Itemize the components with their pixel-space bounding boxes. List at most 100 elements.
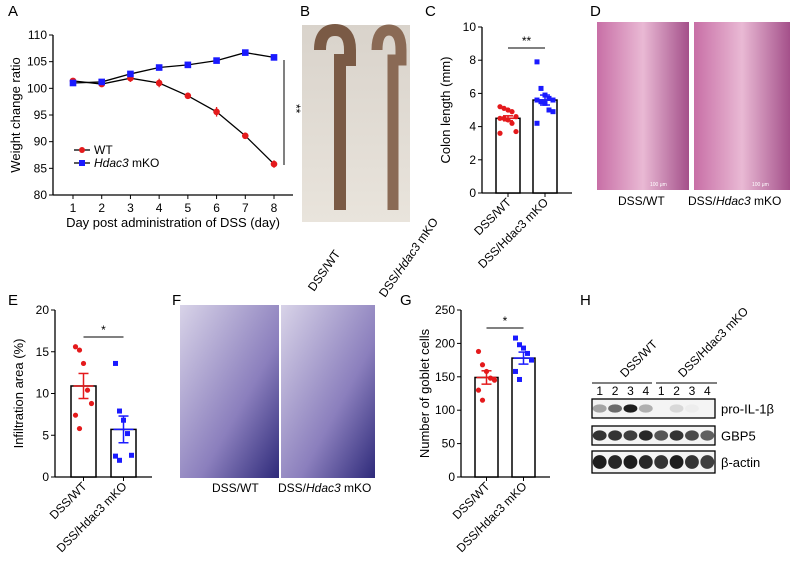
- blot-lane-number: 2: [612, 384, 619, 398]
- g-point-ko: [525, 350, 530, 356]
- c-y-tick-label: 0: [469, 186, 476, 200]
- g-y-tick-label: 250: [435, 303, 455, 317]
- scale-bar-ko: 100 μm: [752, 182, 769, 188]
- e-significance-stars: *: [101, 323, 106, 337]
- blot-lane-number: 2: [673, 384, 680, 398]
- a-x-tick-label: 8: [271, 201, 278, 215]
- a-significance-stars: **: [289, 104, 303, 114]
- blot-lane-number: 3: [689, 384, 696, 398]
- g-x-tick-label: DSS/Hdac3 mKO: [454, 479, 530, 555]
- a-point-wt: [155, 79, 163, 87]
- g-point-wt: [475, 387, 482, 393]
- legend-label: WT: [94, 143, 113, 157]
- blot-band: [638, 455, 653, 469]
- d-label-wt: DSS/WT: [618, 194, 665, 208]
- g-point-ko: [517, 376, 522, 382]
- pas-image-ko: [281, 305, 375, 478]
- blot-band: [654, 430, 669, 441]
- c-significance-stars: **: [522, 34, 532, 48]
- e-point-wt: [88, 400, 95, 407]
- g-y-tick-label: 150: [435, 370, 455, 384]
- blot-band: [669, 404, 684, 413]
- g-significance-stars: *: [503, 314, 508, 328]
- blot-row-label: GBP5: [721, 429, 756, 444]
- c-point-ko: [546, 95, 552, 101]
- blot-band: [592, 404, 607, 413]
- e-point-ko: [113, 453, 118, 459]
- c-y-tick-label: 8: [469, 53, 476, 67]
- c-point-wt: [513, 128, 519, 135]
- panel-label-h: H: [580, 292, 591, 309]
- f-label-ko: DSS/Hdac3 mKO: [278, 481, 371, 495]
- g-y-tick-label: 0: [448, 470, 455, 484]
- c-y-tick-label: 10: [463, 20, 477, 34]
- blot-band: [623, 430, 638, 441]
- blot-band: [623, 404, 638, 413]
- a-x-tick-label: 6: [213, 201, 220, 215]
- panel-label-b: B: [300, 3, 310, 20]
- e-point-wt: [72, 412, 79, 418]
- c-y-tick-label: 2: [469, 153, 476, 167]
- a-point-wt: [213, 108, 220, 116]
- e-point-wt: [76, 347, 83, 353]
- a-point-ko: [241, 49, 249, 56]
- blot-band: [685, 430, 699, 441]
- g-bar: [511, 357, 536, 478]
- blot-band: [654, 455, 669, 469]
- g-point-wt: [479, 397, 486, 403]
- a-point-ko: [184, 61, 192, 69]
- a-y-tick-label: 85: [34, 161, 48, 175]
- blot-lane-number: 1: [658, 384, 665, 398]
- blot-band: [608, 404, 622, 413]
- e-point-ko: [117, 408, 122, 414]
- blot-lane-number: 4: [704, 384, 711, 398]
- a-point-ko: [127, 70, 134, 78]
- panel-label-a: A: [8, 3, 18, 20]
- e-y-tick-label: 15: [36, 345, 50, 359]
- blot-band: [592, 455, 607, 469]
- blot-band: [669, 430, 684, 441]
- a-series-line: [72, 77, 275, 165]
- blot-group-label-ko: DSS/Hdac3 mKO: [675, 304, 751, 380]
- e-point-ko: [113, 360, 118, 366]
- c-point-wt: [497, 104, 503, 110]
- a-point-wt: [241, 132, 249, 140]
- legend-marker-ko: [79, 160, 85, 166]
- a-x-tick-label: 3: [127, 201, 134, 215]
- a-x-tick-label: 4: [156, 201, 163, 215]
- g-y-tick-label: 200: [435, 336, 455, 350]
- c-point-wt: [505, 107, 511, 113]
- e-y-tick-label: 20: [36, 303, 50, 317]
- a-x-tick-label: 2: [98, 201, 105, 215]
- panel-label-e: E: [8, 292, 18, 309]
- legend-marker-wt: [79, 147, 85, 153]
- c-point-ko: [534, 59, 540, 65]
- blot-band: [608, 455, 622, 469]
- e-y-tick-label: 10: [36, 387, 50, 401]
- blot-band: [592, 430, 607, 441]
- a-x-axis-label: Day post administration of DSS (day): [66, 215, 280, 230]
- e-point-ko: [129, 452, 134, 458]
- c-point-ko: [538, 85, 544, 91]
- c-point-wt: [509, 120, 515, 126]
- blot-band: [685, 404, 699, 412]
- g-point-wt: [475, 348, 482, 355]
- blot-band: [638, 404, 653, 413]
- a-point-ko: [213, 57, 220, 64]
- c-y-tick-label: 6: [469, 86, 476, 100]
- g-point-ko: [529, 357, 534, 363]
- blot-band: [700, 455, 715, 469]
- a-x-tick-label: 7: [242, 201, 249, 215]
- e-point-wt: [76, 425, 83, 432]
- c-point-ko: [534, 120, 540, 126]
- c-y-tick-label: 4: [469, 120, 476, 134]
- e-point-wt: [84, 387, 91, 393]
- legend-label: Hdac3 mKO: [94, 156, 159, 170]
- c-point-ko: [550, 109, 556, 115]
- e-y-tick-label: 5: [42, 428, 49, 442]
- e-bar: [70, 385, 97, 478]
- c-point-wt: [509, 109, 515, 115]
- a-point-wt: [184, 92, 192, 100]
- a-x-tick-label: 5: [185, 201, 192, 215]
